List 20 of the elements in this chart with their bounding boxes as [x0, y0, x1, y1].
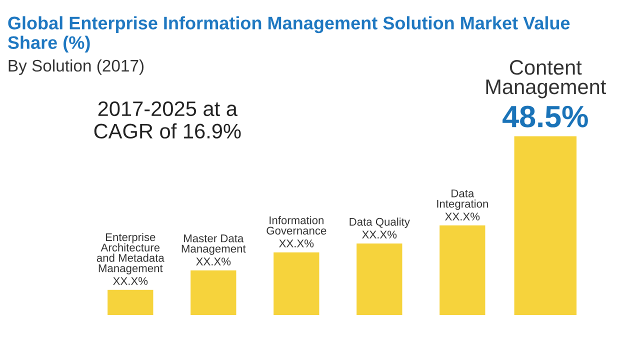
bar	[274, 252, 320, 315]
chart-subtitle: By Solution (2017)	[8, 59, 144, 75]
annotation: 2017-2025 at a CAGR of 16.9%	[94, 101, 241, 139]
data-label: XX.X%	[196, 258, 231, 266]
x-tick-label: Information Governance	[266, 216, 326, 235]
x-tick-label: Content Management	[486, 60, 606, 98]
data-label: XX.X%	[113, 277, 148, 285]
data-label: XX.X%	[445, 212, 480, 220]
x-tick-label: Data Integration	[437, 190, 488, 210]
chart-title: Global Enterprise Information Management Solution Market Value Share (%)	[8, 16, 570, 53]
x-tick-label: Data Quality	[350, 218, 410, 228]
x-tick-label: Enterprise Architecture and Metadata Management	[96, 232, 164, 274]
data-label: 48.5%	[502, 106, 588, 128]
bar	[440, 225, 486, 315]
bar	[190, 270, 236, 315]
bar	[108, 290, 154, 315]
bar	[356, 243, 402, 315]
x-tick-label: Master Data Management	[182, 234, 246, 255]
data-label: XX.X%	[279, 240, 314, 248]
data-label: XX.X%	[362, 230, 397, 238]
